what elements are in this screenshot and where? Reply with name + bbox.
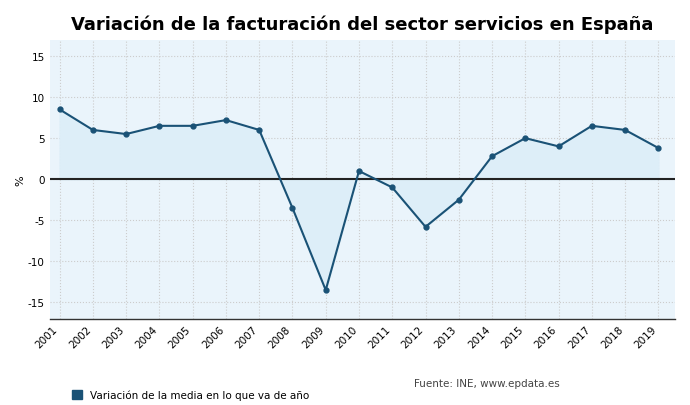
Text: Fuente: INE, www.epdata.es: Fuente: INE, www.epdata.es <box>414 378 560 388</box>
Y-axis label: %: % <box>15 175 25 185</box>
Title: Variación de la facturación del sector servicios en España: Variación de la facturación del sector s… <box>71 15 653 34</box>
Legend: Variación de la media en lo que va de año: Variación de la media en lo que va de añ… <box>68 386 314 404</box>
